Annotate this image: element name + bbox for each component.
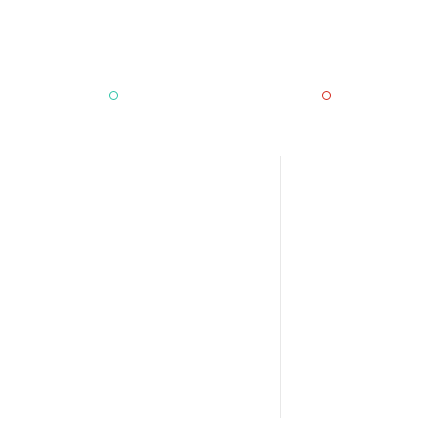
teal-ring-icon[interactable] xyxy=(109,91,118,100)
red-ring-icon[interactable] xyxy=(322,91,331,100)
vertical-divider xyxy=(280,156,281,418)
